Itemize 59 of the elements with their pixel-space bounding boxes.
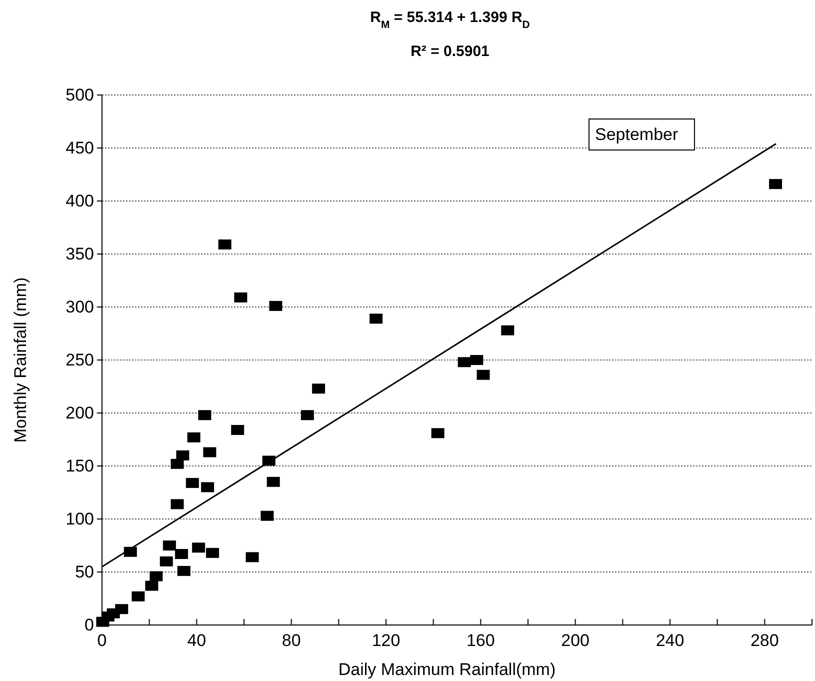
annotation: September: [595, 125, 678, 144]
point: [170, 499, 184, 510]
point: [769, 179, 782, 190]
point: [269, 300, 282, 311]
point: [234, 292, 248, 302]
point: [246, 552, 259, 562]
y-tick-label: 150: [66, 456, 94, 476]
x-tick-label: 0: [97, 631, 107, 650]
point: [175, 548, 188, 559]
point: [132, 591, 145, 602]
point: [476, 370, 490, 380]
point: [370, 314, 383, 324]
point: [201, 482, 214, 492]
x-tick-label: 160: [466, 631, 495, 650]
point: [177, 566, 190, 576]
point: [186, 478, 199, 488]
x-tick-label: 120: [372, 631, 400, 650]
point: [124, 546, 137, 557]
y-tick-label: 300: [66, 297, 94, 316]
chart-title: R$_{M}$ = 55.314 + 1.399 R$_{D}$: [370, 9, 530, 31]
x-tick-label: 200: [561, 631, 590, 650]
point: [145, 580, 158, 591]
point: [431, 428, 444, 438]
point: [206, 548, 220, 558]
point: [192, 542, 206, 553]
point: [312, 384, 326, 394]
point: [187, 432, 200, 442]
point: [150, 571, 163, 582]
point: [231, 424, 244, 435]
y-tick-label: 500: [66, 85, 94, 104]
point: [176, 450, 190, 460]
y-tick-label: 350: [66, 244, 94, 264]
x-tick-label: 80: [282, 631, 301, 650]
x-tick-label: 40: [187, 631, 206, 650]
point: [198, 410, 212, 420]
point: [266, 476, 280, 487]
y-axis-title: Monthly Rainfall (mm): [11, 277, 30, 443]
y-tick-label: 0: [84, 615, 94, 634]
x-tick-label: 280: [750, 631, 779, 650]
x-tick-label: 240: [656, 631, 684, 650]
point: [262, 456, 276, 466]
point: [458, 357, 471, 368]
point: [162, 540, 176, 550]
point: [300, 410, 314, 420]
y-tick-label: 50: [75, 562, 94, 582]
y-tick-label: 100: [66, 509, 94, 528]
y-tick-label: 200: [66, 403, 94, 422]
point: [203, 447, 216, 458]
point: [160, 556, 173, 566]
point: [501, 325, 514, 336]
point: [218, 239, 232, 250]
point: [260, 510, 274, 521]
point: [170, 458, 184, 469]
x-axis-title: Daily Maximum Rainfall(mm): [338, 660, 556, 679]
point: [470, 355, 484, 365]
y-tick-label: 400: [66, 191, 94, 210]
y-tick-label: 250: [66, 350, 94, 370]
y-tick-label: 450: [66, 138, 94, 158]
chart-subtitle: R² = 0.5901: [410, 43, 490, 60]
